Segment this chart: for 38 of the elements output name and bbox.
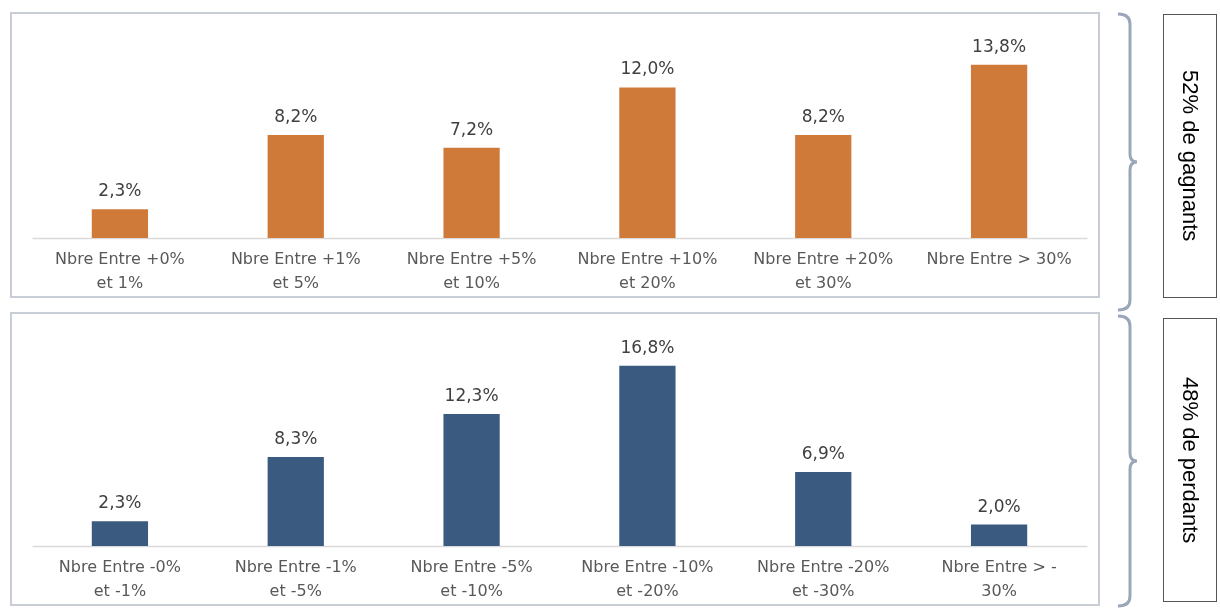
data-label: 13,8% xyxy=(972,35,1027,56)
bar xyxy=(795,135,852,238)
x-tick-label: Nbre Entre +20% et 30% xyxy=(753,248,894,292)
bar xyxy=(795,471,852,546)
bar xyxy=(443,147,500,238)
bar xyxy=(91,209,149,238)
x-tick-label: Nbre Entre +5% et 10% xyxy=(406,248,537,292)
text: 52% de gagnants xyxy=(1177,70,1203,242)
bar xyxy=(970,524,1028,546)
data-label: 7,2% xyxy=(449,118,494,139)
bar xyxy=(970,64,1028,238)
data-label: 12,3% xyxy=(444,384,499,405)
data-label: 16,8% xyxy=(620,336,675,357)
x-tick-label: Nbre Entre +10% et 20% xyxy=(577,248,718,292)
data-label: 8,2% xyxy=(801,106,845,127)
bar xyxy=(267,135,324,238)
data-label: 8,2% xyxy=(274,106,318,127)
x-tick-label: Nbre Entre -20% et -30% xyxy=(757,556,890,600)
data-label: 8,3% xyxy=(274,427,318,448)
data-label: 2,0% xyxy=(977,495,1021,516)
data-label: 12,0% xyxy=(620,58,675,79)
x-tick-label: Nbre Entre +1% et 5% xyxy=(230,248,361,292)
text: 48% de perdants xyxy=(1177,376,1203,544)
data-label: 2,3% xyxy=(98,180,142,201)
bar xyxy=(443,413,500,546)
x-tick-label: Nbre Entre -0% et -1% xyxy=(58,556,181,600)
x-tick-label: Nbre Entre -5% et -10% xyxy=(410,556,533,600)
x-tick-label: Nbre Entre > 30% xyxy=(926,248,1072,268)
x-tick-label: Nbre Entre > - 30% xyxy=(941,556,1057,600)
bar xyxy=(619,365,676,546)
bar xyxy=(619,87,676,238)
x-tick-label: Nbre Entre +0% et 1% xyxy=(55,248,185,292)
bar xyxy=(91,521,149,546)
x-tick-label: Nbre Entre -1% et -5% xyxy=(234,556,357,600)
data-label: 2,3% xyxy=(98,492,142,513)
x-tick-label: Nbre Entre -10% et -20% xyxy=(581,556,714,600)
data-label: 6,9% xyxy=(801,442,845,463)
bar xyxy=(267,456,324,546)
